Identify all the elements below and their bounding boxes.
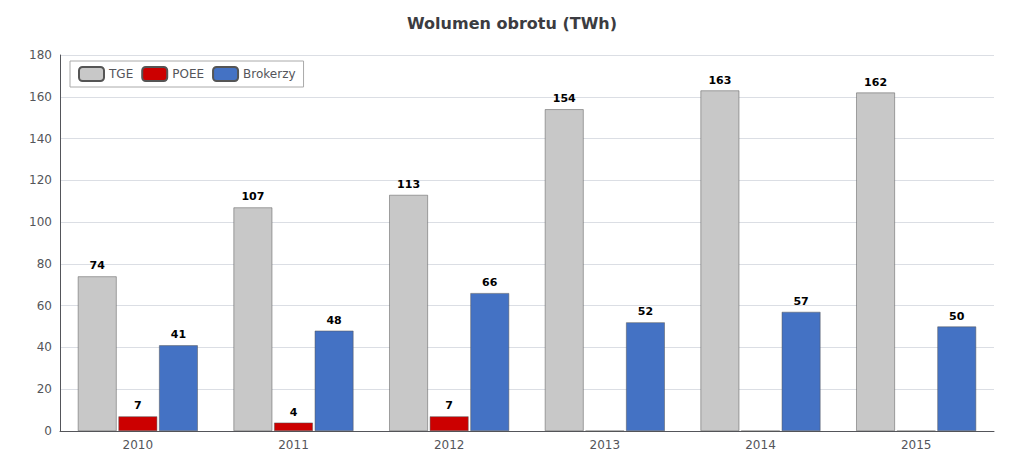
svg-text:2015: 2015 bbox=[901, 438, 932, 452]
svg-text:Brokerzy: Brokerzy bbox=[243, 67, 295, 81]
svg-text:7: 7 bbox=[445, 399, 453, 412]
svg-text:107: 107 bbox=[241, 190, 264, 203]
svg-text:113: 113 bbox=[397, 178, 420, 191]
svg-text:2013: 2013 bbox=[590, 438, 621, 452]
svg-text:120: 120 bbox=[29, 173, 52, 187]
svg-text:140: 140 bbox=[29, 132, 52, 146]
svg-text:180: 180 bbox=[29, 48, 52, 62]
svg-text:2011: 2011 bbox=[278, 438, 309, 452]
svg-text:154: 154 bbox=[553, 92, 576, 105]
svg-text:0: 0 bbox=[44, 424, 52, 438]
svg-text:162: 162 bbox=[864, 76, 887, 89]
svg-text:2012: 2012 bbox=[434, 438, 465, 452]
svg-text:41: 41 bbox=[171, 328, 186, 341]
svg-text:POEE: POEE bbox=[172, 67, 204, 81]
svg-text:100: 100 bbox=[29, 215, 52, 229]
svg-text:52: 52 bbox=[638, 305, 653, 318]
svg-text:40: 40 bbox=[37, 340, 52, 354]
svg-text:2014: 2014 bbox=[745, 438, 776, 452]
svg-text:66: 66 bbox=[482, 276, 498, 289]
svg-text:57: 57 bbox=[793, 295, 808, 308]
svg-text:74: 74 bbox=[90, 259, 106, 272]
svg-text:TGE: TGE bbox=[108, 67, 133, 81]
svg-text:4: 4 bbox=[290, 406, 298, 419]
svg-text:7: 7 bbox=[134, 399, 142, 412]
svg-text:Wolumen obrotu (TWh): Wolumen obrotu (TWh) bbox=[407, 14, 617, 33]
svg-text:20: 20 bbox=[37, 382, 52, 396]
svg-text:80: 80 bbox=[37, 257, 52, 271]
svg-text:50: 50 bbox=[949, 310, 965, 323]
svg-text:2010: 2010 bbox=[123, 438, 154, 452]
svg-text:160: 160 bbox=[29, 90, 52, 104]
svg-text:48: 48 bbox=[326, 314, 341, 327]
svg-text:163: 163 bbox=[708, 74, 731, 87]
svg-text:60: 60 bbox=[37, 299, 52, 313]
